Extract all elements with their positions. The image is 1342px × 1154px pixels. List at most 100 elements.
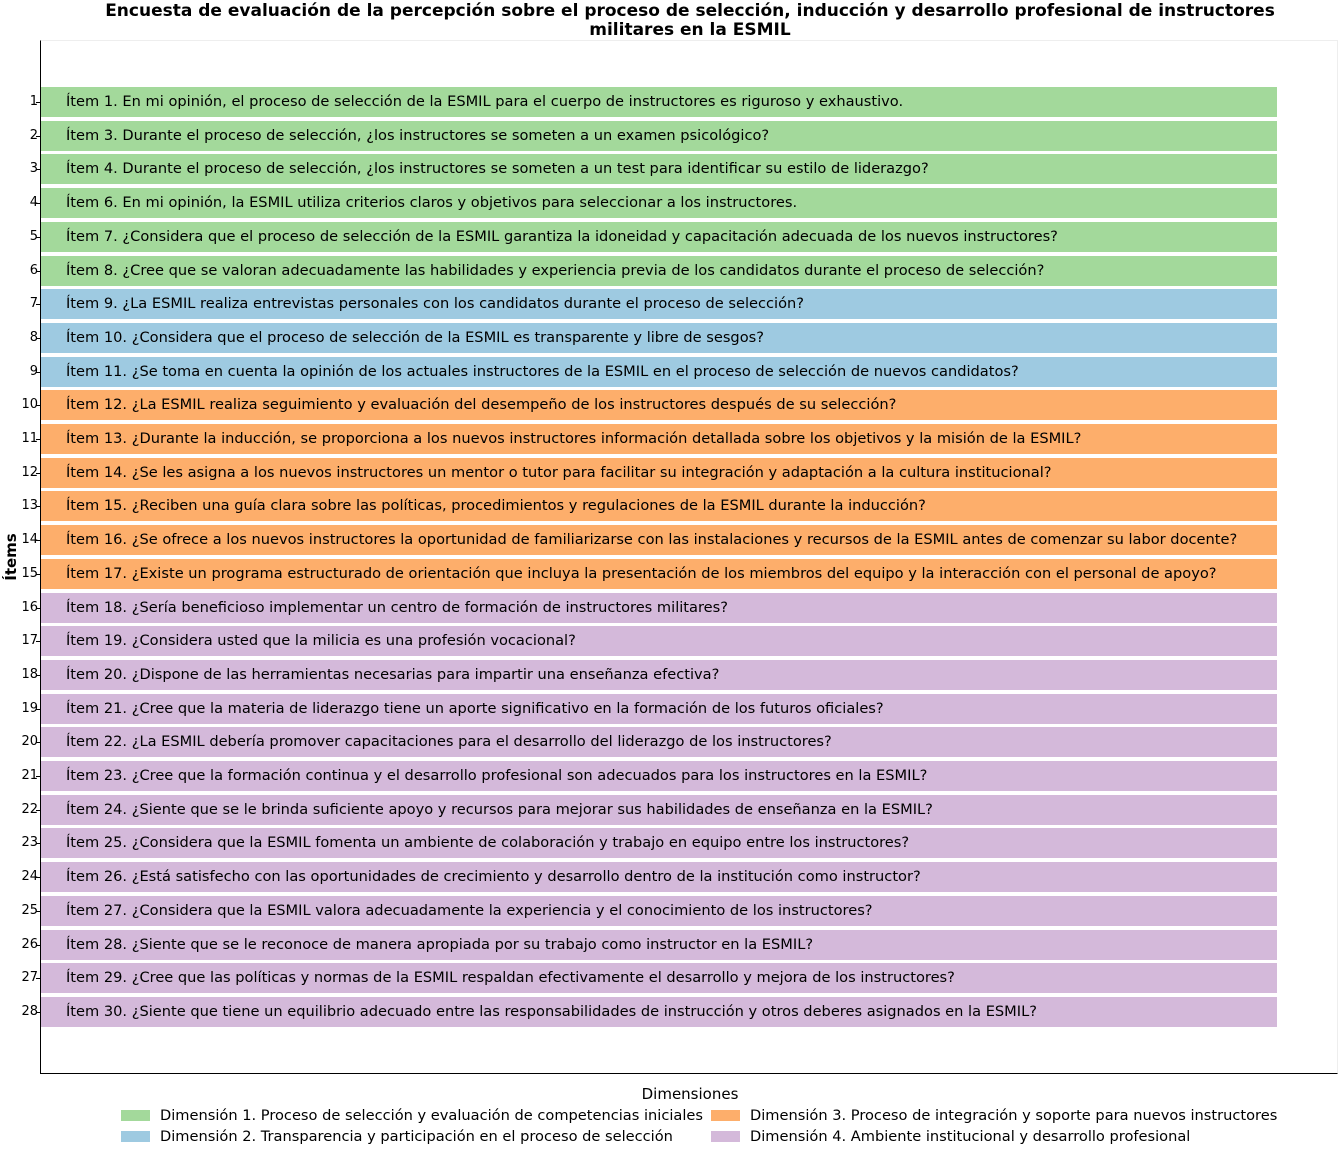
bar-item-13 [41, 491, 1277, 521]
bar-label-item-19: Ítem 21. ¿Cree que la materia de lideraz… [66, 700, 884, 717]
y-tick-mark-13 [36, 506, 40, 507]
y-tick-label-7: 7 [29, 296, 38, 311]
legend-swatch-dimension-3 [711, 1110, 740, 1121]
y-tick-label-2: 2 [29, 128, 38, 143]
y-tick-mark-14 [36, 540, 40, 541]
bar-label-item-23: Ítem 25. ¿Considera que la ESMIL fomenta… [66, 834, 910, 851]
y-tick-mark-18 [36, 675, 40, 676]
bar-label-item-4: Ítem 6. En mi opinión, la ESMIL utiliza … [66, 194, 798, 211]
y-tick-mark-2 [36, 136, 40, 137]
y-tick-label-10: 10 [21, 397, 38, 412]
bar-item-23 [41, 828, 1277, 858]
y-tick-label-16: 16 [21, 600, 38, 615]
bar-label-item-2: Ítem 3. Durante el proceso de selección,… [66, 127, 770, 144]
legend-swatch-dimension-4 [711, 1131, 740, 1142]
bar-label-item-9: Ítem 11. ¿Se toma en cuenta la opinión d… [66, 363, 1019, 380]
y-tick-mark-24 [36, 877, 40, 878]
bar-label-item-21: Ítem 23. ¿Cree que la formación continua… [66, 767, 928, 784]
chart-title-line-2: militares en la ESMIL [589, 20, 791, 40]
bar-item-1 [41, 87, 1277, 117]
bar-item-9 [41, 357, 1277, 387]
bar-item-14 [41, 525, 1277, 555]
bar-item-4 [41, 188, 1277, 218]
y-tick-mark-17 [36, 641, 40, 642]
y-tick-label-6: 6 [29, 263, 38, 278]
bar-item-10 [41, 390, 1277, 420]
y-tick-label-26: 26 [21, 937, 38, 952]
bar-item-21 [41, 761, 1277, 791]
bar-label-item-6: Ítem 8. ¿Cree que se valoran adecuadamen… [66, 262, 1045, 279]
bar-label-item-26: Ítem 28. ¿Siente que se le reconoce de m… [66, 936, 814, 953]
bar-label-item-25: Ítem 27. ¿Considera que la ESMIL valora … [66, 902, 873, 919]
legend-swatch-dimension-1 [121, 1110, 150, 1121]
y-tick-label-25: 25 [21, 903, 38, 918]
bar-item-17 [41, 626, 1277, 656]
chart-title-line-1: Encuesta de evaluación de la percepción … [105, 1, 1275, 21]
bar-item-6 [41, 256, 1277, 286]
bar-item-2 [41, 121, 1277, 151]
bar-item-27 [41, 963, 1277, 993]
bar-item-26 [41, 930, 1277, 960]
y-tick-label-19: 19 [21, 701, 38, 716]
bar-label-item-14: Ítem 16. ¿Se ofrece a los nuevos instruc… [66, 531, 1238, 548]
y-tick-mark-6 [36, 271, 40, 272]
y-tick-label-14: 14 [21, 532, 38, 547]
bar-item-8 [41, 323, 1277, 353]
bar-label-item-17: Ítem 19. ¿Considera usted que la milicia… [66, 632, 576, 649]
bar-label-item-8: Ítem 10. ¿Considera que el proceso de se… [66, 329, 764, 346]
bar-label-item-7: Ítem 9. ¿La ESMIL realiza entrevistas pe… [66, 295, 805, 312]
bar-label-item-10: Ítem 12. ¿La ESMIL realiza seguimiento y… [66, 396, 897, 413]
y-tick-label-24: 24 [21, 869, 38, 884]
y-tick-mark-4 [36, 203, 40, 204]
y-tick-mark-23 [36, 843, 40, 844]
y-tick-mark-21 [36, 776, 40, 777]
y-tick-label-22: 22 [21, 802, 38, 817]
y-axis-label: Ítems [2, 533, 20, 581]
y-tick-label-5: 5 [29, 229, 38, 244]
bar-label-item-27: Ítem 29. ¿Cree que las políticas y norma… [66, 969, 955, 986]
y-tick-mark-15 [36, 574, 40, 575]
bar-item-11 [41, 424, 1277, 454]
bar-label-item-12: Ítem 14. ¿Se les asigna a los nuevos ins… [66, 464, 1052, 481]
bar-label-item-1: Ítem 1. En mi opinión, el proceso de sel… [66, 93, 904, 110]
bar-item-20 [41, 727, 1277, 757]
y-tick-label-13: 13 [21, 498, 38, 513]
y-tick-mark-12 [36, 473, 40, 474]
bar-label-item-24: Ítem 26. ¿Está satisfecho con las oportu… [66, 868, 921, 885]
y-tick-label-15: 15 [21, 566, 38, 581]
legend-label-dimension-1: Dimensión 1. Proceso de selección y eval… [160, 1107, 704, 1124]
bar-item-12 [41, 458, 1277, 488]
y-tick-mark-27 [36, 978, 40, 979]
bar-item-15 [41, 559, 1277, 589]
legend-label-dimension-3: Dimensión 3. Proceso de integración y so… [750, 1107, 1278, 1124]
y-tick-label-23: 23 [21, 835, 38, 850]
bar-item-3 [41, 154, 1277, 184]
y-tick-label-21: 21 [21, 768, 38, 783]
legend-title: Dimensiones [641, 1085, 739, 1103]
bar-label-item-5: Ítem 7. ¿Considera que el proceso de sel… [66, 228, 1058, 245]
y-tick-label-9: 9 [29, 364, 38, 379]
y-tick-mark-3 [36, 169, 40, 170]
y-tick-label-8: 8 [29, 330, 38, 345]
bar-label-item-15: Ítem 17. ¿Existe un programa estructurad… [66, 565, 1217, 582]
y-tick-mark-1 [36, 102, 40, 103]
bar-item-28 [41, 997, 1277, 1027]
y-tick-label-27: 27 [21, 970, 38, 985]
y-tick-label-3: 3 [29, 161, 38, 176]
bar-item-18 [41, 660, 1277, 690]
legend-label-dimension-2: Dimensión 2. Transparencia y participaci… [160, 1128, 673, 1145]
y-tick-label-20: 20 [21, 734, 38, 749]
y-tick-label-17: 17 [21, 633, 38, 648]
bar-label-item-20: Ítem 22. ¿La ESMIL debería promover capa… [66, 733, 832, 750]
y-tick-mark-25 [36, 911, 40, 912]
y-tick-mark-11 [36, 439, 40, 440]
bar-label-item-16: Ítem 18. ¿Sería beneficioso implementar … [66, 599, 728, 616]
bar-item-25 [41, 896, 1277, 926]
y-tick-label-1: 1 [29, 94, 38, 109]
legend-label-dimension-4: Dimensión 4. Ambiente institucional y de… [750, 1128, 1191, 1145]
y-tick-mark-28 [36, 1012, 40, 1013]
y-tick-label-12: 12 [21, 465, 38, 480]
y-tick-label-4: 4 [29, 195, 38, 210]
bar-item-16 [41, 593, 1277, 623]
bar-label-item-28: Ítem 30. ¿Siente que tiene un equilibrio… [66, 1003, 1037, 1020]
